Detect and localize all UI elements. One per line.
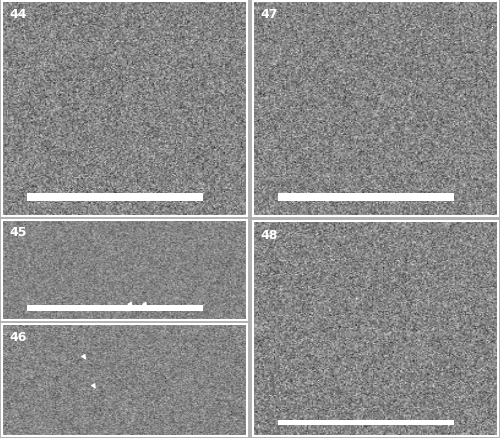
Bar [26, 194, 203, 201]
Text: 45: 45 [10, 226, 27, 239]
Text: 47: 47 [260, 8, 278, 21]
Text: 44: 44 [10, 8, 27, 21]
Text: 46: 46 [10, 330, 26, 343]
Bar [26, 305, 203, 311]
Text: 48: 48 [260, 228, 278, 241]
Bar [278, 420, 454, 426]
Bar [278, 194, 454, 201]
